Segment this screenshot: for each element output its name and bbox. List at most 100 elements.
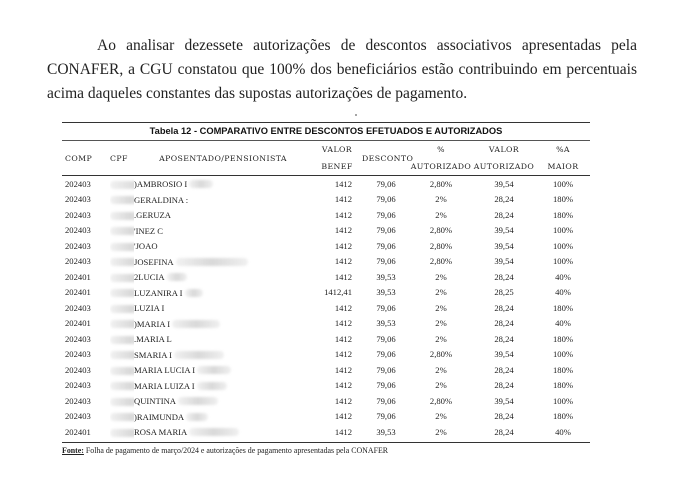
cell-pct-maior: 180% — [552, 380, 574, 391]
cell-pct-autorizado: 2% — [435, 271, 447, 282]
name-prefix: ) — [134, 179, 137, 190]
cell-comp: 202403 — [65, 364, 91, 375]
cell-pct-maior: 100% — [552, 349, 574, 360]
cell-pct-autorizado: 2% — [435, 194, 447, 205]
cell-valor-autorizado: 28,24 — [494, 380, 514, 391]
redaction-blur — [110, 366, 134, 375]
cell-valor-benef: 1412 — [334, 380, 352, 391]
cell-comp: 202401 — [65, 318, 91, 329]
redaction-blur — [189, 428, 240, 437]
cell-desconto: 79,06 — [376, 349, 396, 360]
name-prefix: ) — [134, 318, 137, 329]
cell-valor-benef: 1412 — [334, 426, 352, 437]
cell-desconto: 79,06 — [376, 411, 396, 422]
cell-desconto: 39,53 — [376, 287, 396, 298]
cell-comp: 202403 — [65, 225, 91, 236]
table-row: 202403 MARIA LUIZA I 1412 79,06 2% 28,24 180% — [62, 378, 590, 394]
name-text: LUCIA — [138, 272, 165, 283]
header-pct-maior-2: MAIOR — [536, 158, 590, 176]
table-title: Tabela 12 - COMPARATIVO ENTRE DESCONTOS … — [62, 122, 590, 141]
name-text: LUZANIRA I — [134, 287, 183, 298]
cell-valor-benef: 1412 — [334, 364, 352, 375]
header-pct-maior-1: %A — [556, 145, 570, 154]
scan-dot — [355, 114, 357, 116]
cell-pct-autorizado: 2,80% — [429, 395, 453, 406]
cell-valor-autorizado: 39,54 — [494, 225, 514, 236]
cell-desconto: 79,06 — [376, 194, 396, 205]
cell-valor-benef: 1412 — [334, 194, 352, 205]
redaction-blur — [175, 257, 248, 266]
cell-valor-benef: 1412 — [334, 395, 352, 406]
cell-aposentado: ) MARIA I — [134, 316, 312, 332]
table-row: 202401 LUZANIRA I 1412,41 39,53 2% 28,25 40% — [62, 285, 590, 301]
cell-aposentado: 2 LUCIA — [134, 269, 312, 285]
cell-valor-autorizado: 28,25 — [494, 287, 514, 298]
cell-comp: 202401 — [65, 287, 91, 298]
cell-valor-benef: 1412 — [334, 240, 352, 251]
table-body: 202403) AMBROSIO I 1412 79,06 2,80% 39,54 10… — [62, 176, 590, 440]
name-text: GERUZA — [136, 210, 172, 221]
cell-cpf-redacted — [110, 285, 134, 301]
cell-pct-autorizado: 2% — [435, 318, 447, 329]
name-text: JOSEFINA — [134, 256, 174, 267]
cell-pct-maior: 180% — [552, 333, 574, 344]
name-prefix: ' — [134, 241, 136, 252]
cell-pct-maior: 180% — [552, 209, 574, 220]
cell-cpf-redacted — [110, 238, 134, 254]
cell-aposentado: ' JOAO — [134, 238, 312, 254]
cell-pct-maior: 180% — [552, 194, 574, 205]
name-text: INEZ C — [135, 225, 164, 236]
cell-valor-benef: 1412 — [334, 271, 352, 282]
cell-pct-maior: 40% — [555, 426, 571, 437]
redaction-blur — [110, 196, 134, 205]
cell-desconto: 79,06 — [376, 225, 396, 236]
cell-desconto: 39,53 — [376, 318, 396, 329]
name-text: MARIA I — [136, 318, 171, 329]
cell-comp: 202401 — [65, 426, 91, 437]
cell-comp: 202403 — [65, 302, 91, 313]
cell-aposentado: MARIA LUCIA I — [134, 362, 312, 378]
cell-valor-benef: 1412 — [334, 333, 352, 344]
cell-valor-autorizado: 28,24 — [494, 209, 514, 220]
cell-aposentado: ROSA MARIA — [134, 424, 312, 440]
header-valor-aut-2: AUTORIZADO — [472, 158, 536, 176]
header-pct-aut-2: AUTORIZADO — [410, 158, 472, 176]
cell-desconto: 79,06 — [376, 364, 396, 375]
redaction-blur — [110, 242, 134, 251]
cell-desconto: 79,06 — [376, 380, 396, 391]
cell-aposentado: JOSEFINA — [134, 254, 312, 270]
header-cpf: CPF — [110, 141, 134, 176]
cell-valor-autorizado: 39,54 — [494, 395, 514, 406]
cell-valor-autorizado: 28,24 — [494, 426, 514, 437]
cell-pct-maior: 100% — [552, 240, 574, 251]
cell-comp: 202403 — [65, 395, 91, 406]
table-row: 202403. GERUZA 1412 79,06 2% 28,24 180% — [62, 207, 590, 223]
cell-desconto: 39,53 — [376, 271, 396, 282]
cell-desconto: 39,53 — [376, 426, 396, 437]
cell-comp: 202403 — [65, 209, 91, 220]
cell-pct-maior: 180% — [552, 364, 574, 375]
name-text: MARIA L — [136, 334, 172, 345]
cell-valor-benef: 1412 — [334, 411, 352, 422]
redaction-blur — [110, 258, 134, 267]
cell-cpf-redacted — [110, 409, 134, 425]
cell-cpf-redacted — [110, 269, 134, 285]
cell-pct-autorizado: 2,80% — [429, 349, 453, 360]
name-text: MARIA LUIZA I — [134, 380, 195, 391]
table-row: 202401 ROSA MARIA 1412 39,53 2% 28,24 40% — [62, 424, 590, 440]
cell-cpf-redacted — [110, 254, 134, 270]
cell-pct-autorizado: 2% — [435, 302, 447, 313]
cell-desconto: 79,06 — [376, 333, 396, 344]
name-prefix: . — [134, 334, 137, 345]
cell-aposentado: . MARIA L — [134, 331, 312, 347]
cell-valor-benef: 1412 — [334, 209, 352, 220]
table-row: 202401) MARIA I 1412 39,53 2% 28,24 40% — [62, 316, 590, 332]
cell-pct-autorizado: 2% — [435, 209, 447, 220]
cell-pct-maior: 100% — [552, 178, 574, 189]
redaction-blur — [186, 412, 209, 421]
redaction-blur — [110, 335, 134, 344]
cell-pct-autorizado: 2% — [435, 333, 447, 344]
cell-desconto: 79,06 — [376, 240, 396, 251]
redaction-blur — [110, 180, 134, 189]
name-text: ROSA MARIA — [134, 427, 188, 438]
